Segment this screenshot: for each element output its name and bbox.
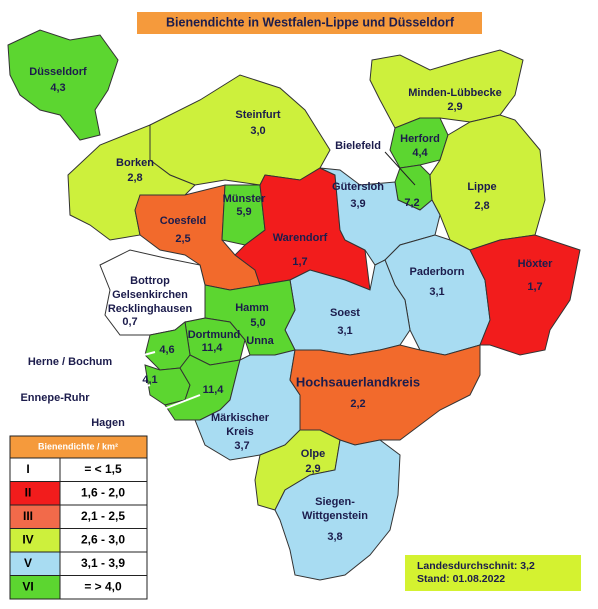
legend-class: IV — [22, 533, 33, 547]
legend-cell — [59, 575, 148, 600]
title-box — [137, 12, 482, 34]
region-name: Lippe — [467, 181, 496, 193]
legend-range: = > 4,0 — [84, 580, 122, 594]
region-value: 5,9 — [236, 206, 251, 218]
region-value: 3,9 — [350, 198, 365, 210]
legend-class: V — [24, 556, 32, 570]
note-box — [405, 555, 581, 591]
region-value: 3,0 — [250, 125, 265, 137]
title: Bienendichte in Westfalen-Lippe und Düss… — [166, 15, 455, 29]
region-name: Warendorf — [273, 232, 328, 244]
region-name: Coesfeld — [160, 215, 206, 227]
region-value: 5,0 — [250, 317, 265, 329]
legend-class: III — [23, 509, 33, 523]
callout-label: Bielefeld — [335, 140, 381, 152]
legend-range: 2,1 - 2,5 — [81, 509, 125, 523]
region-sublabel: Unna — [246, 335, 274, 347]
legend-range: = < 1,5 — [84, 462, 122, 476]
region-value: 3,8 — [327, 531, 342, 543]
callout-line — [117, 351, 156, 363]
region-name: Paderborn — [409, 266, 464, 278]
callout-label: Herne / Bochum — [28, 356, 113, 368]
legend-class: II — [25, 486, 32, 500]
region — [7, 29, 119, 141]
region-name: Kreis — [226, 426, 254, 438]
note-line: Landesdurchschnit: 3,2 — [417, 560, 535, 572]
region — [149, 74, 331, 186]
region-name: Gütersloh — [332, 181, 384, 193]
legend-header: Bienendichte / km² — [38, 441, 118, 451]
region-value: 2,8 — [127, 172, 142, 184]
region-name: Bottrop — [130, 275, 170, 287]
region-name: Wittgenstein — [302, 510, 368, 522]
legend-swatch — [9, 551, 61, 576]
region-value: 7,2 — [404, 197, 419, 209]
region-name: Recklinghausen — [108, 303, 193, 315]
region — [274, 439, 401, 581]
region-name: Herford — [400, 133, 440, 145]
region-value: 2,9 — [305, 463, 320, 475]
region-name: Hamm — [235, 302, 269, 314]
region-value: 0,7 — [122, 316, 137, 328]
legend-class: VI — [22, 580, 33, 594]
legend-swatch — [9, 504, 61, 529]
legend-range: 3,1 - 3,9 — [81, 556, 125, 570]
legend-swatch — [9, 481, 61, 506]
callout-label: Hagen — [91, 417, 125, 429]
region-name: Höxter — [518, 258, 554, 270]
region-name: Siegen- — [315, 496, 355, 508]
legend-swatch — [9, 575, 61, 600]
region-value: 4,6 — [159, 344, 174, 356]
region-value: 3,1 — [337, 325, 352, 337]
region-name: Soest — [330, 307, 360, 319]
region-value: 1,7 — [527, 281, 542, 293]
region-name: Düsseldorf — [29, 66, 87, 78]
legend-swatch — [9, 528, 61, 553]
region-name: Olpe — [301, 448, 325, 460]
legend-class: I — [26, 462, 29, 476]
region — [469, 234, 581, 356]
region-name: Gelsenkirchen — [112, 289, 188, 301]
legend-swatch — [9, 457, 61, 482]
region-name: Minden-Lübbecke — [408, 87, 502, 99]
region-name: Märkischer — [211, 412, 270, 424]
region-value: 4,4 — [412, 147, 428, 159]
region-value: 2,5 — [175, 233, 190, 245]
region-value: 3,1 — [429, 286, 444, 298]
region-value: 1,7 — [292, 256, 307, 268]
region-name: Steinfurt — [235, 109, 281, 121]
region-value: 3,7 — [234, 440, 249, 452]
region-name: Dortmund — [188, 329, 241, 341]
legend-range: 1,6 - 2,0 — [81, 486, 125, 500]
callout-line — [384, 151, 416, 186]
region-value: 2,8 — [474, 200, 489, 212]
region-name: Borken — [116, 157, 154, 169]
callout-label: Ennepe-Ruhr — [20, 392, 90, 404]
note-line: Stand: 01.08.2022 — [417, 573, 505, 585]
region-value: 11,4 — [203, 384, 225, 396]
region-value: 4,1 — [142, 374, 157, 386]
legend-range: 2,6 - 3,0 — [81, 533, 125, 547]
region-name: Münster — [223, 193, 267, 205]
region-value: 2,9 — [447, 101, 462, 113]
region-value: 2,2 — [350, 398, 365, 410]
region-value: 4,3 — [50, 82, 65, 94]
callout-line — [104, 384, 151, 399]
region-value: 11,4 — [202, 342, 224, 354]
callout-line — [129, 394, 201, 423]
region-name: Hochsauerlandkreis — [296, 374, 420, 389]
